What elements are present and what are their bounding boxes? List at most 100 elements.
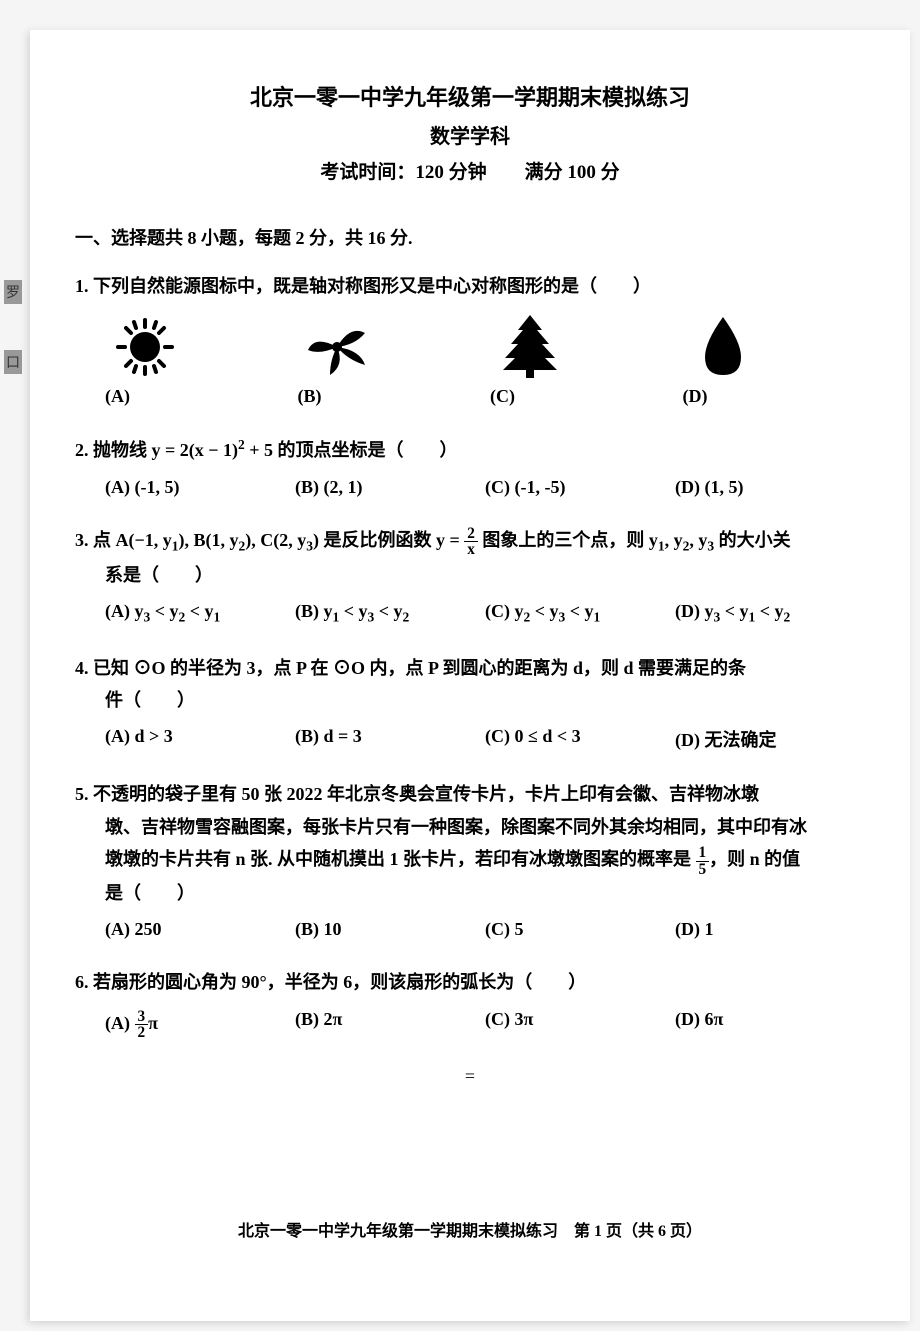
q3-m2: ), C(2, y — [245, 530, 306, 550]
q2-option-b: (B) (2, 1) — [295, 477, 485, 498]
q3-option-c: (C) y2 < y3 < y1 — [485, 601, 675, 626]
droplet-icon — [683, 312, 763, 382]
q3-options: (A) y3 < y2 < y1 (B) y1 < y3 < y2 (C) y2… — [75, 601, 865, 626]
exam-title: 北京一零一中学九年级第一学期期末模拟练习 — [75, 80, 865, 112]
question-3: 3. 点 A(−1, y1), B(1, y2), C(2, y3) 是反比例函… — [75, 524, 865, 626]
q6a-pre: (A) — [105, 1013, 135, 1033]
q3b-m2: < y — [374, 601, 402, 621]
q3-frac-d: x — [464, 542, 478, 557]
q2-text-post: + 5 的顶点坐标是（ ） — [245, 440, 458, 460]
q6a-frac: 32 — [135, 1009, 149, 1041]
q4-option-c: (C) 0 ≤ d < 3 — [485, 726, 675, 752]
q3-p1: 点 A(−1, y — [93, 530, 172, 550]
q5-frac-n: 1 — [696, 845, 710, 861]
q3d-s3: 2 — [784, 610, 791, 625]
q3d-p: (D) y — [675, 601, 714, 621]
q3-number: 3. — [75, 530, 89, 550]
q6-option-b: (B) 2π — [295, 1009, 485, 1041]
q3a-m1: < y — [150, 601, 178, 621]
question-1: 1. 下列自然能源图标中，既是轴对称图形又是中心对称图形的是（ ） — [75, 270, 865, 407]
q3c-p: (C) y — [485, 601, 524, 621]
q3-post1: 图象上的三个点，则 y — [478, 530, 658, 550]
q6a-post: π — [148, 1013, 158, 1033]
q1-option-b: (B) — [298, 312, 481, 407]
q3b-m1: < y — [339, 601, 367, 621]
q3-line2: 系是（ ） — [75, 559, 865, 591]
q6-option-a: (A) 32π — [105, 1009, 295, 1041]
q6a-frac-n: 3 — [135, 1009, 149, 1025]
q4-number: 4. — [75, 658, 89, 678]
q3c-m2: < y — [565, 601, 593, 621]
q3a-m2: < y — [185, 601, 213, 621]
page-edge-mark-1: 罗 — [4, 280, 22, 304]
exam-info: 考试时间：120 分钟 满分 100 分 — [75, 157, 865, 184]
q5-option-c: (C) 5 — [485, 919, 675, 940]
q4-options: (A) d > 3 (B) d = 3 (C) 0 ≤ d < 3 (D) 无法… — [75, 726, 865, 752]
q5-option-d: (D) 1 — [675, 919, 865, 940]
q5-line2: 墩、吉祥物雪容融图案，每张卡片只有一种图案，除图案不同外其余均相同，其中印有冰 — [75, 811, 865, 843]
q3d-m1: < y — [720, 601, 748, 621]
q5-line4: 是（ ） — [75, 877, 865, 909]
q3-frac-n: 2 — [464, 526, 478, 542]
q2-option-c: (C) (-1, -5) — [485, 477, 675, 498]
q3-option-b: (B) y1 < y3 < y2 — [295, 601, 485, 626]
q1-text: 下列自然能源图标中，既是轴对称图形又是中心对称图形的是（ ） — [93, 276, 651, 296]
question-5: 5. 不透明的袋子里有 50 张 2022 年北京冬奥会宣传卡片，卡片上印有会徽… — [75, 778, 865, 940]
q6-text: 若扇形的圆心角为 90°，半径为 6，则该扇形的弧长为（ ） — [93, 972, 586, 992]
q5-option-b: (B) 10 — [295, 919, 485, 940]
q3-option-d: (D) y3 < y1 < y2 — [675, 601, 865, 626]
q2-number: 2. — [75, 440, 89, 460]
q6-number: 6. — [75, 972, 89, 992]
page-footer: 北京一零一中学九年级第一学期期末模拟练习 第 1 页（共 6 页） — [30, 1217, 910, 1241]
q2-option-d: (D) (1, 5) — [675, 477, 865, 498]
q6a-frac-d: 2 — [135, 1025, 149, 1040]
question-4: 4. 已知 ⊙O 的半径为 3，点 P 在 ⊙O 内，点 P 到圆心的距离为 d… — [75, 652, 865, 753]
windmill-icon — [298, 312, 378, 382]
q1-option-c: (C) — [490, 312, 673, 407]
q3-s1: 1 — [172, 538, 179, 553]
q6-option-d: (D) 6π — [675, 1009, 865, 1041]
q5-frac: 15 — [696, 845, 710, 877]
q6-option-c: (C) 3π — [485, 1009, 675, 1041]
page-mark: = — [75, 1066, 865, 1087]
exam-header: 北京一零一中学九年级第一学期期末模拟练习 数学学科 考试时间：120 分钟 满分… — [75, 80, 865, 184]
q3a-s3: 1 — [214, 610, 221, 625]
q3-ps1: 1 — [658, 538, 665, 553]
q3a-p: (A) y — [105, 601, 144, 621]
question-6: 6. 若扇形的圆心角为 90°，半径为 6，则该扇形的弧长为（ ） (A) 32… — [75, 966, 865, 1040]
q4-text: 已知 ⊙O 的半径为 3，点 P 在 ⊙O 内，点 P 到圆心的距离为 d，则 … — [93, 658, 746, 678]
q1-label-a: (A) — [105, 386, 130, 407]
q4-option-a: (A) d > 3 — [105, 726, 295, 752]
q2-options: (A) (-1, 5) (B) (2, 1) (C) (-1, -5) (D) … — [75, 477, 865, 498]
page-edge-mark-2: 口 — [4, 350, 22, 374]
q5-number: 5. — [75, 784, 89, 804]
q3c-m1: < y — [530, 601, 558, 621]
sun-icon — [105, 312, 185, 382]
q1-label-d: (D) — [683, 386, 708, 407]
q4-option-b: (B) d = 3 — [295, 726, 485, 752]
q5-line3-pre: 墩墩的卡片共有 n 张. 从中随机摸出 1 张卡片，若印有冰墩墩图案的概率是 — [105, 849, 696, 869]
q1-option-a: (A) — [105, 312, 288, 407]
q3b-p: (B) y — [295, 601, 333, 621]
q3-m3: ) 是反比例函数 y = — [313, 530, 464, 550]
exam-subject: 数学学科 — [75, 120, 865, 149]
q5-line3-post: ，则 n 的值 — [709, 849, 800, 869]
q3-pm2: , y — [689, 530, 707, 550]
question-2: 2. 抛物线 y = 2(x − 1)2 + 5 的顶点坐标是（ ） (A) (… — [75, 433, 865, 497]
q3d-m2: < y — [755, 601, 783, 621]
q5-frac-d: 5 — [696, 862, 710, 877]
q3b-s3: 2 — [403, 610, 410, 625]
q1-option-d: (D) — [683, 312, 866, 407]
q5-option-a: (A) 250 — [105, 919, 295, 940]
section-heading: 一、选择题共 8 小题，每题 2 分，共 16 分. — [75, 224, 865, 250]
q1-label-c: (C) — [490, 386, 515, 407]
q1-options: (A) (B) — [75, 312, 865, 407]
q3-m1: ), B(1, y — [179, 530, 239, 550]
q1-number: 1. — [75, 276, 89, 296]
q2-text-pre: 抛物线 y = 2(x − 1) — [93, 440, 238, 460]
q5-line1: 不透明的袋子里有 50 张 2022 年北京冬奥会宣传卡片，卡片上印有会徽、吉祥… — [93, 784, 759, 804]
exam-page: 北京一零一中学九年级第一学期期末模拟练习 数学学科 考试时间：120 分钟 满分… — [30, 30, 910, 1321]
q3-frac: 2x — [464, 526, 478, 558]
tree-icon — [490, 312, 570, 382]
q3-s3: 3 — [306, 538, 313, 553]
